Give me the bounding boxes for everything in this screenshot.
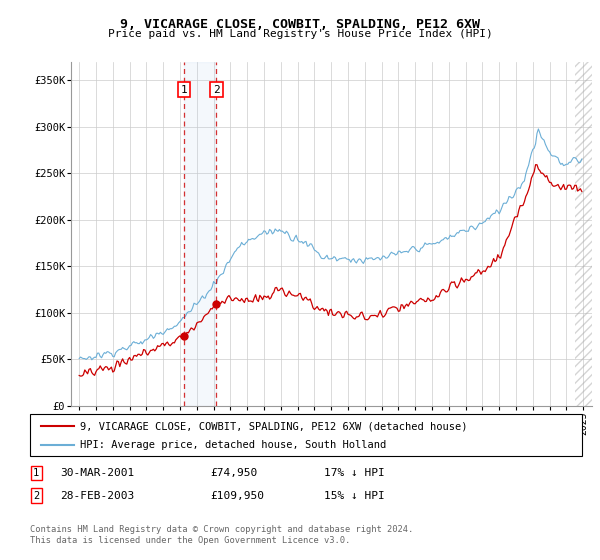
Bar — [575, 62, 592, 406]
Text: 30-MAR-2001: 30-MAR-2001 — [60, 468, 134, 478]
FancyBboxPatch shape — [30, 414, 582, 456]
Text: £74,950: £74,950 — [210, 468, 257, 478]
Bar — [184, 62, 217, 406]
Text: £109,950: £109,950 — [210, 491, 264, 501]
Text: 17% ↓ HPI: 17% ↓ HPI — [324, 468, 385, 478]
Text: 1: 1 — [181, 85, 188, 95]
Text: Price paid vs. HM Land Registry's House Price Index (HPI): Price paid vs. HM Land Registry's House … — [107, 29, 493, 39]
Text: 15% ↓ HPI: 15% ↓ HPI — [324, 491, 385, 501]
Text: 1: 1 — [33, 468, 39, 478]
Bar — [575, 62, 592, 406]
Text: 2: 2 — [213, 85, 220, 95]
Text: 2: 2 — [33, 491, 39, 501]
Text: Contains HM Land Registry data © Crown copyright and database right 2024.
This d: Contains HM Land Registry data © Crown c… — [30, 525, 413, 545]
Text: 9, VICARAGE CLOSE, COWBIT, SPALDING, PE12 6XW: 9, VICARAGE CLOSE, COWBIT, SPALDING, PE1… — [120, 18, 480, 31]
Text: 28-FEB-2003: 28-FEB-2003 — [60, 491, 134, 501]
Text: HPI: Average price, detached house, South Holland: HPI: Average price, detached house, Sout… — [80, 440, 386, 450]
Text: 9, VICARAGE CLOSE, COWBIT, SPALDING, PE12 6XW (detached house): 9, VICARAGE CLOSE, COWBIT, SPALDING, PE1… — [80, 421, 467, 431]
